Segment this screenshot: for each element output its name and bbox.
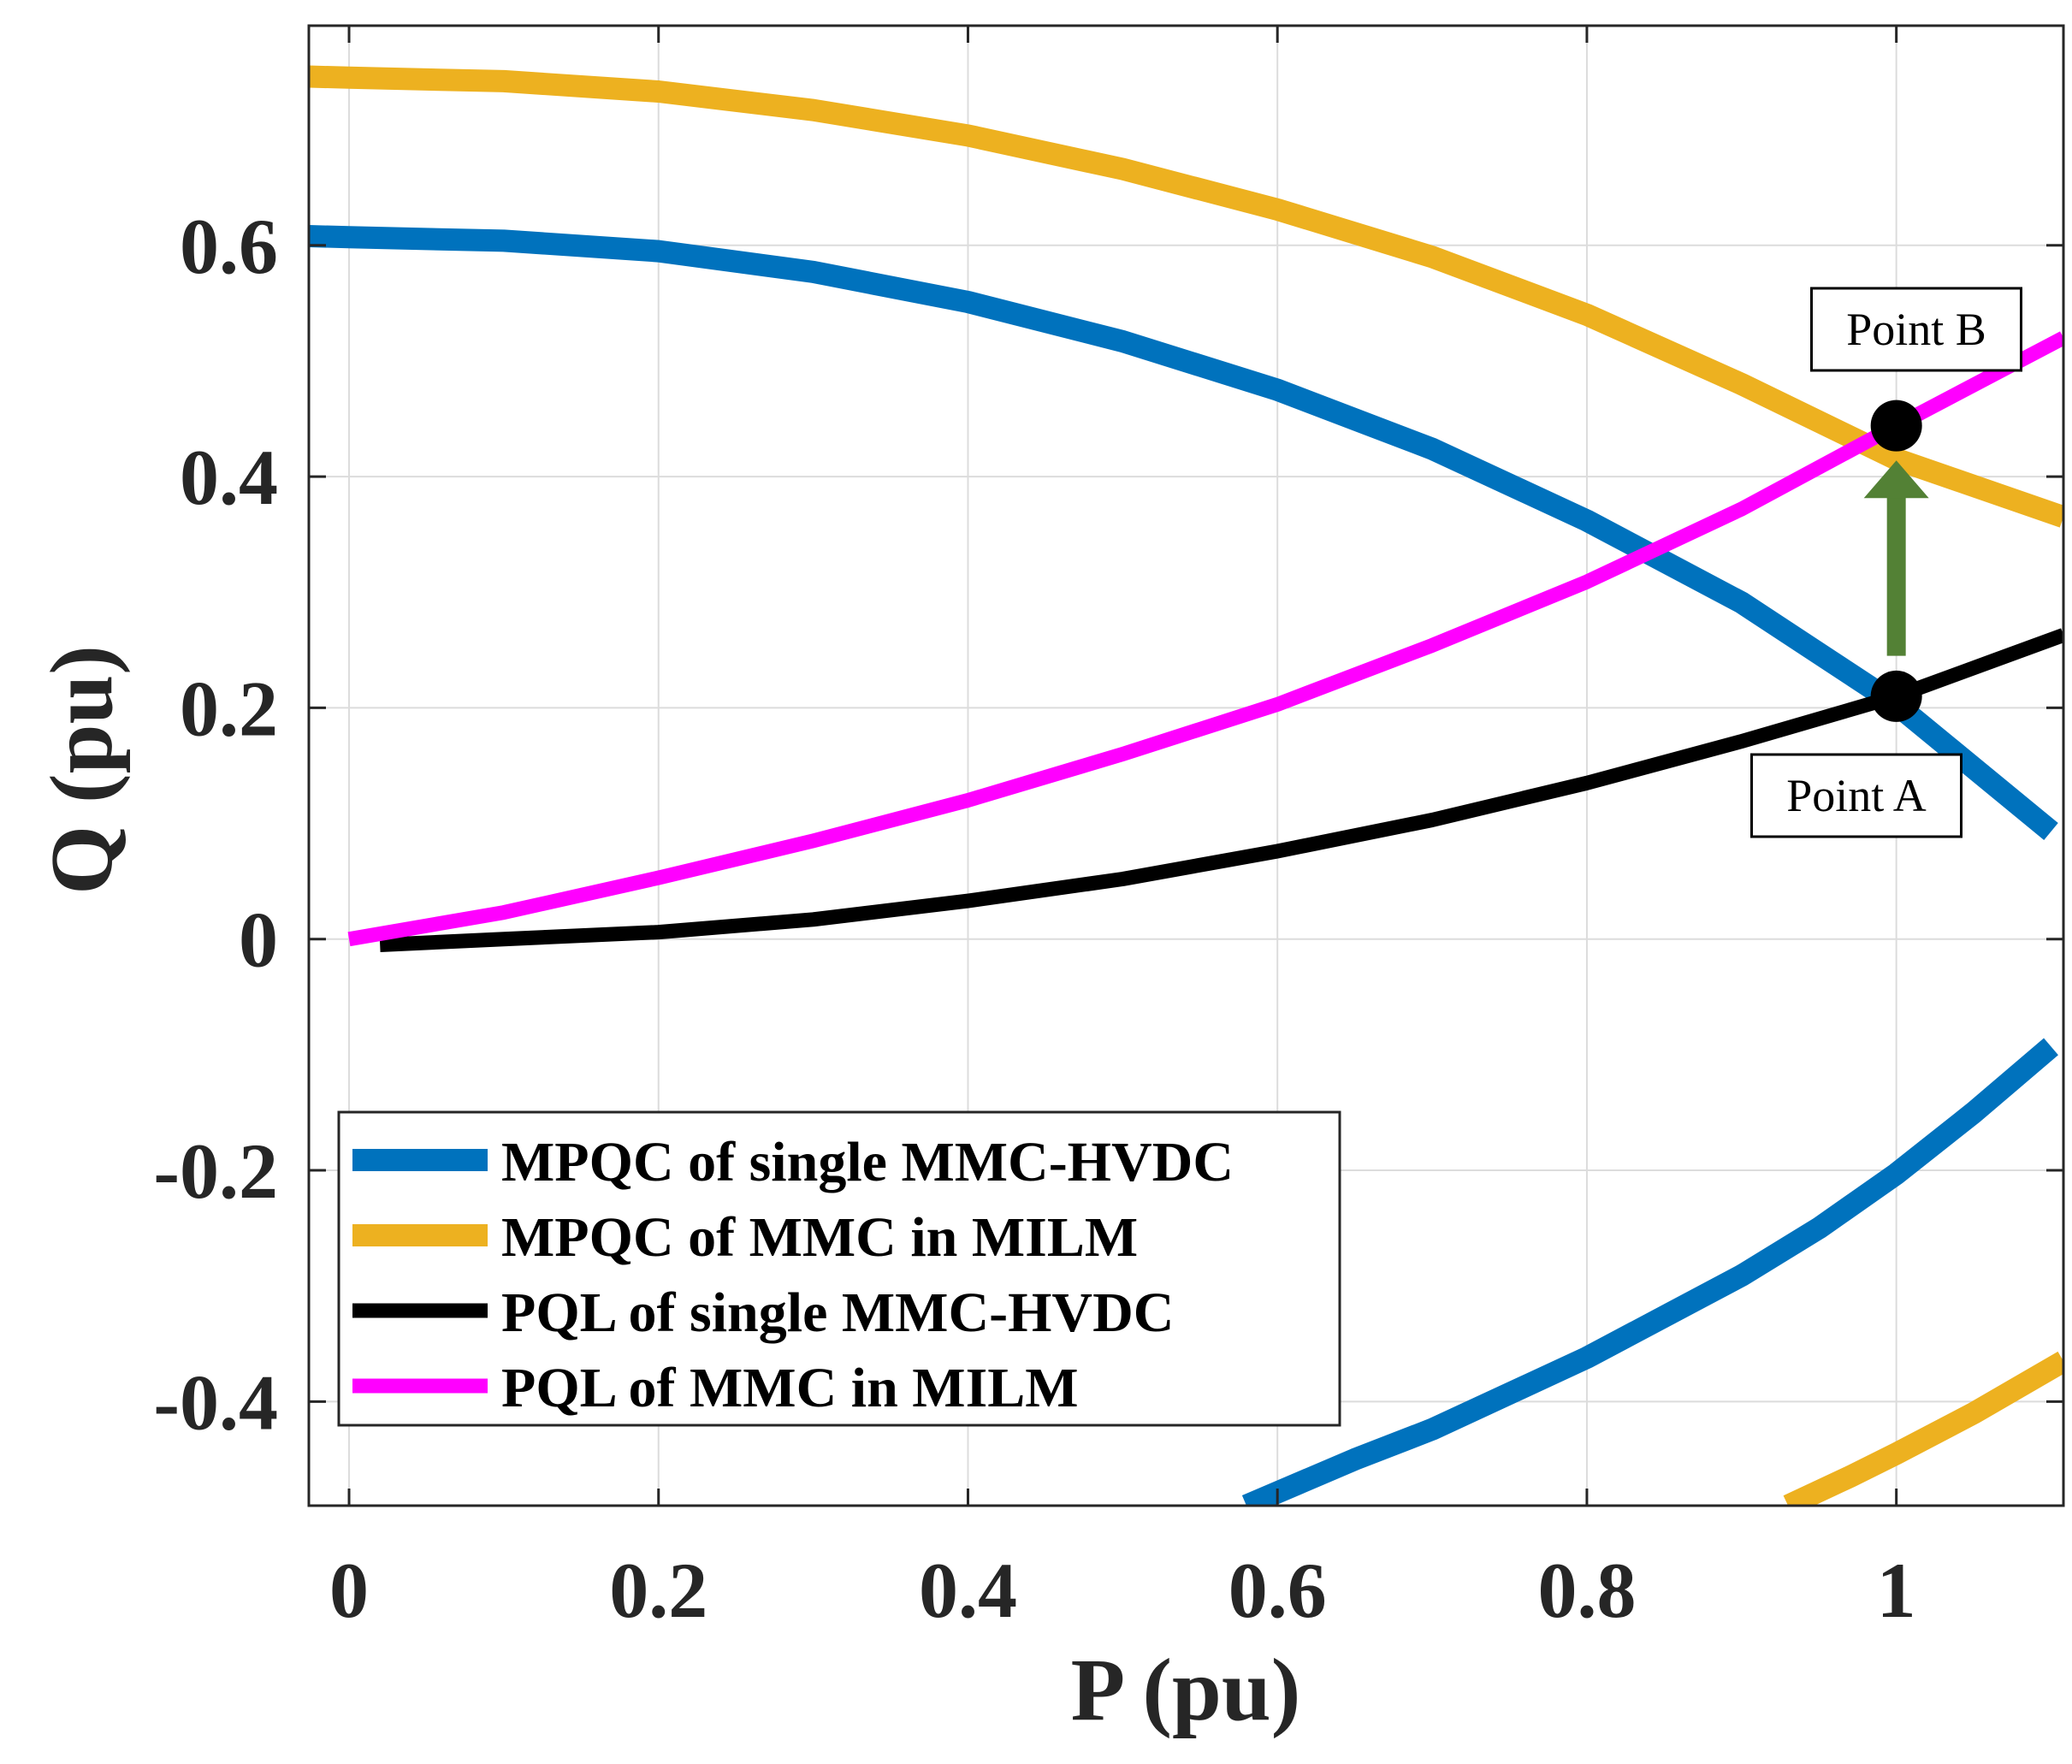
point-label-a: Point A bbox=[1786, 770, 1927, 821]
y-tick-label: 0.6 bbox=[180, 203, 278, 290]
y-tick-label: 0.2 bbox=[180, 665, 278, 752]
point-label-box-b bbox=[1810, 287, 2022, 372]
legend-label: PQL of MMC in MILM bbox=[501, 1357, 1079, 1419]
legend-label: MPQC of single MMC-HVDC bbox=[501, 1131, 1234, 1193]
x-tick-label: 1 bbox=[1877, 1547, 1916, 1634]
annotations: Point A Point B bbox=[1750, 287, 2022, 838]
x-tick-label: 0.6 bbox=[1228, 1547, 1327, 1634]
series-line-3 bbox=[379, 628, 2063, 952]
point-marker-a bbox=[1870, 670, 1922, 722]
legend: MPQC of single MMC-HVDC MPQC of MMC in MI… bbox=[337, 1110, 1341, 1427]
legend-box bbox=[337, 1110, 1341, 1427]
y-tick-label: 0 bbox=[239, 897, 278, 984]
y-axis-title: Q (pu) bbox=[33, 645, 131, 895]
series-line-4 bbox=[347, 331, 2063, 947]
x-tick-label: 0.2 bbox=[609, 1547, 707, 1634]
series-line-2 bbox=[1783, 1351, 2063, 1506]
series-line-1 bbox=[309, 225, 2058, 841]
y-tick-label: -0.4 bbox=[153, 1359, 278, 1446]
y-tick-label: 0.4 bbox=[180, 434, 278, 521]
legend-label: MPQC of MMC in MILM bbox=[501, 1206, 1138, 1269]
series-line-1 bbox=[1241, 1038, 2058, 1506]
x-tick-label: 0 bbox=[329, 1547, 369, 1634]
y-tick-label: -0.2 bbox=[153, 1128, 278, 1215]
legend-label: PQL of single MMC-HVDC bbox=[501, 1282, 1174, 1344]
arrow-head bbox=[1863, 460, 1929, 499]
point-marker-b bbox=[1870, 400, 1922, 452]
x-tick-label: 0.4 bbox=[919, 1547, 1017, 1634]
series-line-2 bbox=[309, 65, 2063, 528]
ticks: 0 0.2 0.4 0.6 0.8 1 -0.4 -0.2 0 0.2 0.4 0.6 bbox=[153, 26, 2063, 1634]
plot-frame bbox=[307, 24, 2065, 1507]
point-label-b: Point B bbox=[1846, 304, 1986, 355]
point-label-box-a bbox=[1750, 753, 1962, 838]
x-axis-title: P (pu) bbox=[1071, 1641, 1301, 1739]
x-tick-label: 0.8 bbox=[1537, 1547, 1636, 1634]
series-layer bbox=[309, 65, 2063, 1506]
